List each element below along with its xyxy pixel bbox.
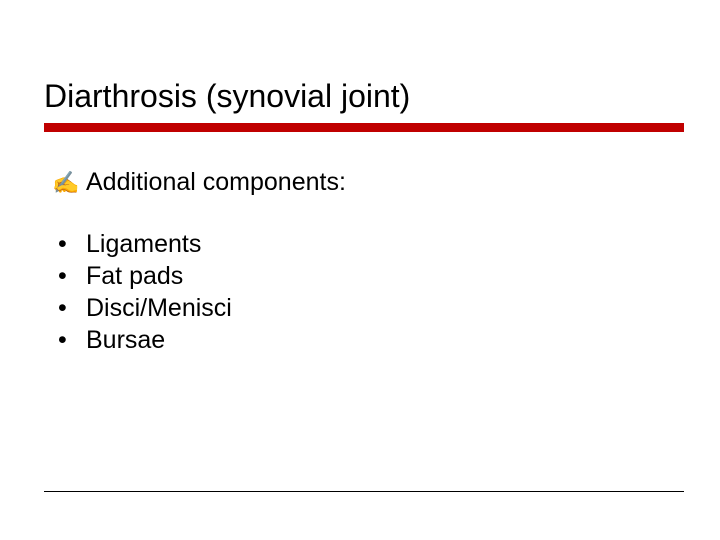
intro-line: ✍ Additional components: [52,168,652,197]
intro-text: Additional components: [86,168,346,197]
slide: Diarthrosis (synovial joint) ✍ Additiona… [0,0,720,540]
bullet-icon: • [52,229,86,259]
bullet-icon: • [52,293,86,323]
list-item: • Ligaments [52,229,652,259]
list-item: • Fat pads [52,261,652,291]
bullet-icon: • [52,261,86,291]
spacer [52,199,652,229]
list-item: • Disci/Menisci [52,293,652,323]
bullet-icon: • [52,325,86,355]
list-item-text: Bursae [86,326,165,355]
content-area: ✍ Additional components: • Ligaments • F… [52,168,652,357]
title-block: Diarthrosis (synovial joint) [44,78,684,132]
list-item: • Bursae [52,325,652,355]
writing-hand-icon: ✍ [52,170,86,196]
list-item-text: Ligaments [86,230,201,259]
list-item-text: Disci/Menisci [86,294,232,323]
list-item-text: Fat pads [86,262,183,291]
slide-title: Diarthrosis (synovial joint) [44,78,684,115]
footer-divider [44,491,684,492]
title-underline [44,123,684,132]
